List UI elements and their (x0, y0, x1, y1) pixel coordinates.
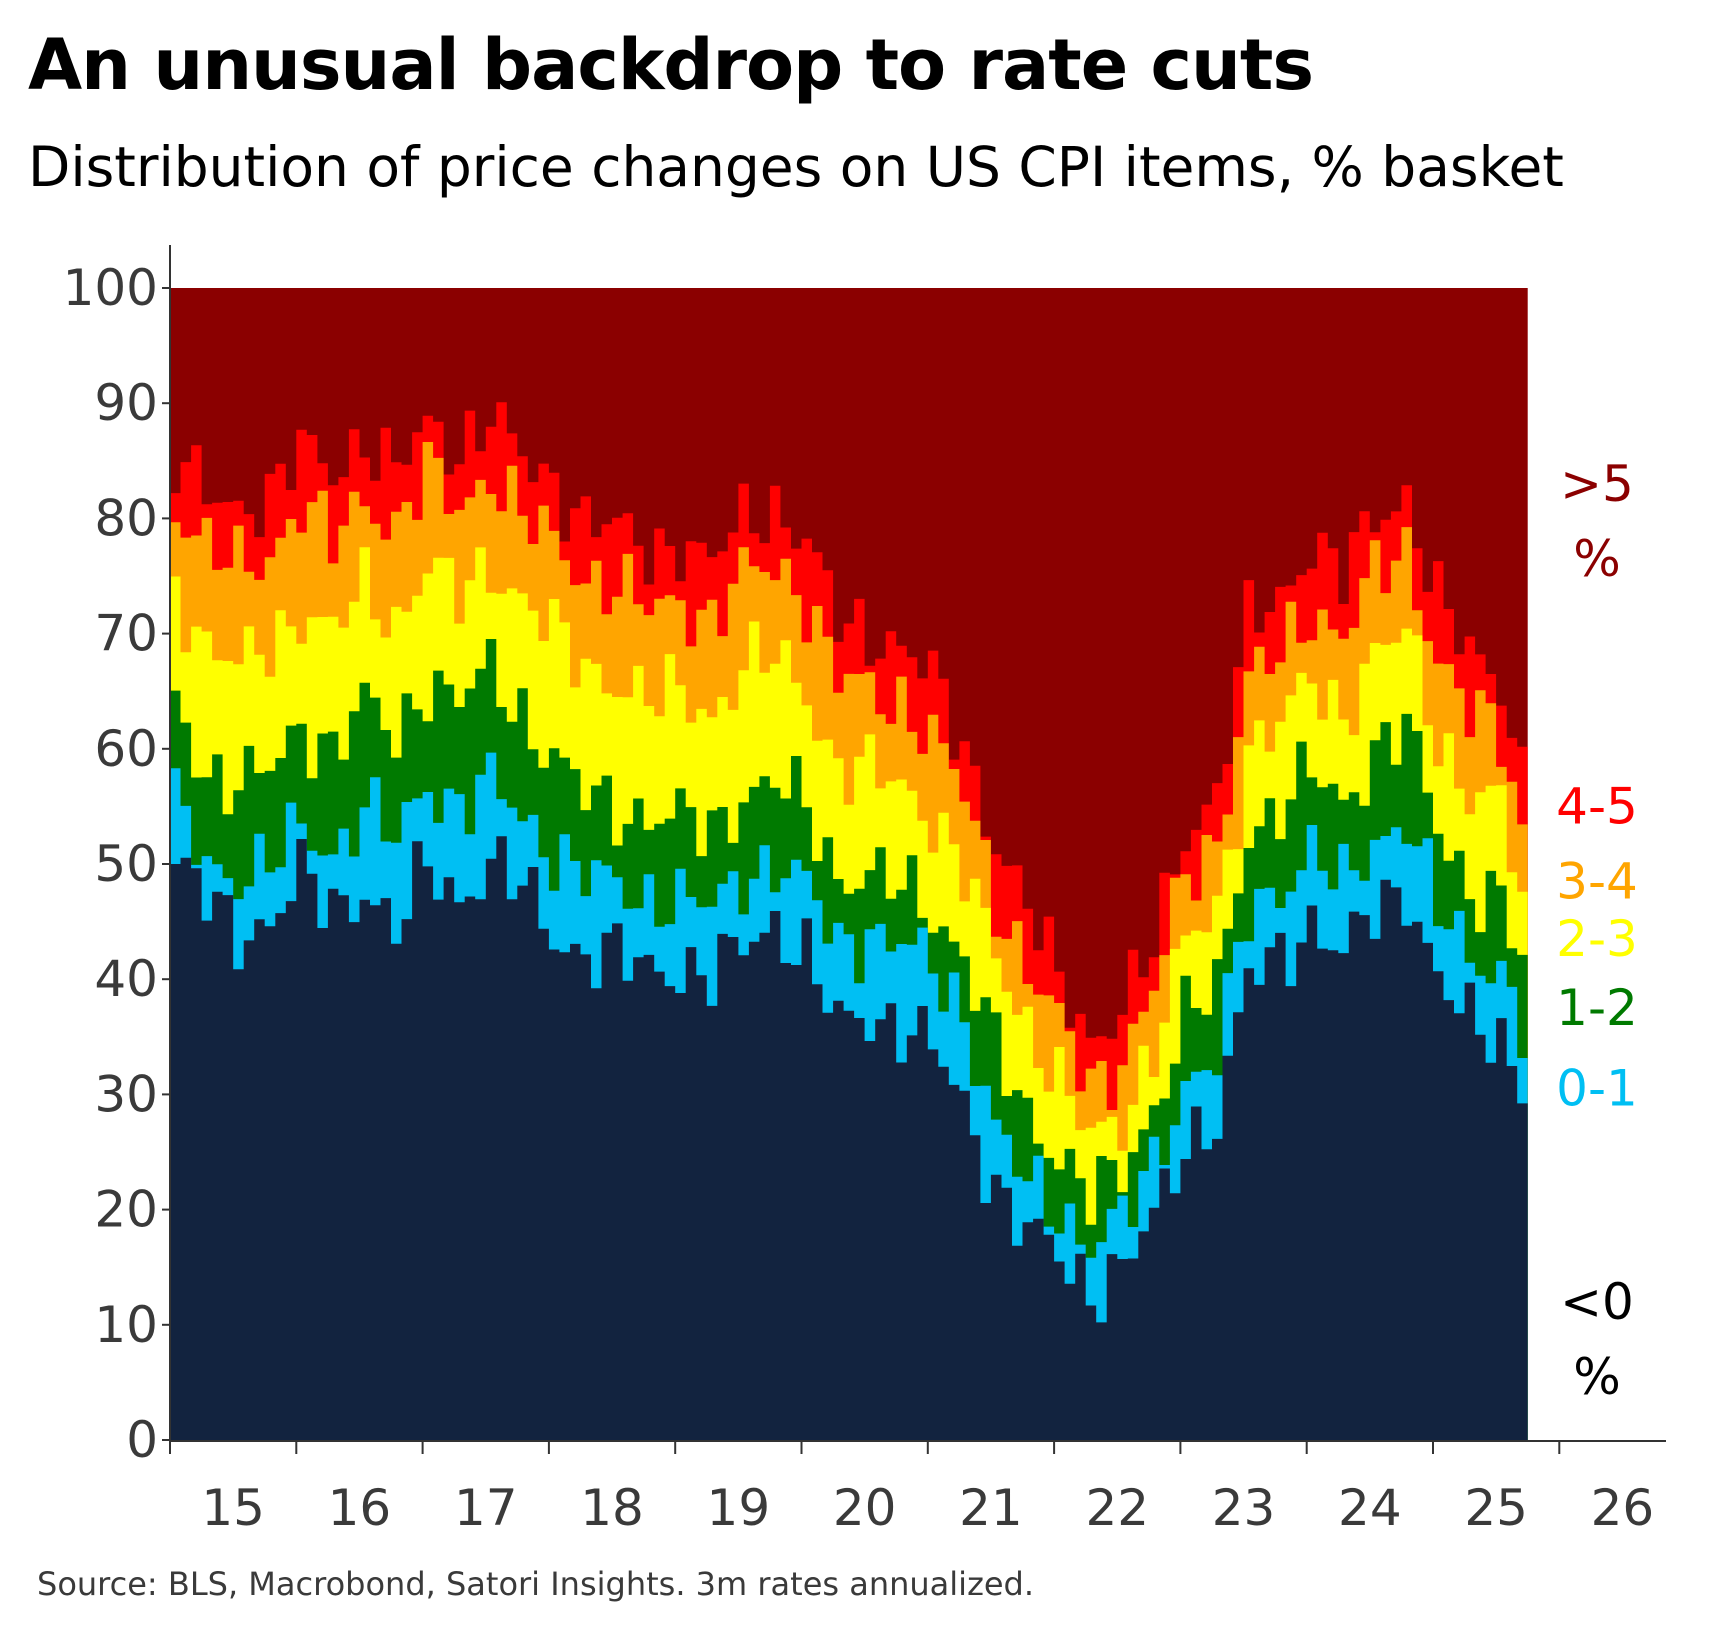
source-note: Source: BLS, Macrobond, Satori Insights.… (37, 1565, 1035, 1603)
x-tick-label: 15 (201, 1479, 265, 1537)
x-tick-label: 26 (1591, 1479, 1655, 1537)
band-label: % (1573, 530, 1621, 588)
y-tick-label: 90 (94, 374, 158, 432)
chart-subtitle: Distribution of price changes on US CPI … (28, 135, 1564, 199)
band-label: 1-2 (1556, 979, 1638, 1037)
band-label: 4-5 (1556, 777, 1638, 835)
y-tick-label: 70 (94, 605, 158, 663)
band-labels: >5% 4-5 3-42-3 1-2 0-1 <0% (1556, 455, 1638, 1406)
chart-bands (170, 288, 1528, 1440)
band-label: 2-3 (1556, 910, 1638, 968)
y-tick-label: 20 (94, 1181, 158, 1239)
stacked-area-chart: 0 10 20 30 40 50 60 70 80 90 100 15 16 17 18 19 20 21 22 2… (63, 245, 1666, 1537)
y-tick-label: 60 (94, 720, 158, 778)
y-tick-label: 40 (94, 950, 158, 1008)
x-axis-ticks: 15 16 17 18 19 20 21 22 23 24 25 26 (169, 1441, 1655, 1537)
y-tick-label: 0 (126, 1411, 158, 1469)
band-label: <0 (1560, 1273, 1634, 1331)
y-tick-label: 100 (63, 259, 158, 317)
y-tick-label: 80 (94, 489, 158, 547)
chart-axes (169, 245, 1666, 1442)
x-tick-label: 25 (1464, 1479, 1528, 1537)
x-tick-label: 18 (580, 1479, 644, 1537)
band-area-0 (170, 836, 1528, 1440)
x-tick-label: 17 (454, 1479, 518, 1537)
y-axis-ticks: 0 10 20 30 40 50 60 70 80 90 100 (63, 259, 170, 1469)
y-tick-label: 30 (94, 1065, 158, 1123)
x-tick-label: 20 (833, 1479, 897, 1537)
x-tick-label: 21 (959, 1479, 1023, 1537)
x-tick-label: 24 (1338, 1479, 1402, 1537)
y-tick-label: 50 (94, 835, 158, 893)
x-tick-label: 19 (707, 1479, 771, 1537)
y-tick-label: 10 (94, 1296, 158, 1354)
chart-title: An unusual backdrop to rate cuts (28, 24, 1314, 106)
band-label: >5 (1560, 455, 1634, 513)
x-tick-label: 23 (1212, 1479, 1276, 1537)
band-label: 3-4 (1556, 852, 1638, 910)
band-label: 0-1 (1556, 1060, 1638, 1118)
x-tick-label: 22 (1085, 1479, 1149, 1537)
x-tick-label: 16 (328, 1479, 392, 1537)
band-label: % (1573, 1348, 1621, 1406)
